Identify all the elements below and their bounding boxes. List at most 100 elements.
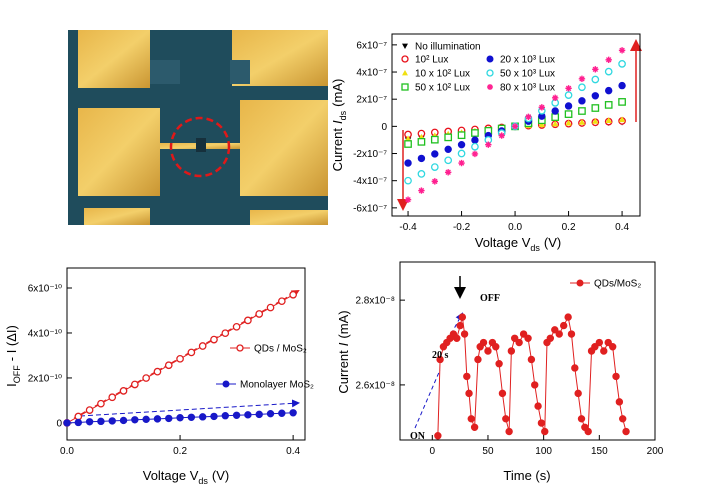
point [591, 75, 600, 84]
y-tick-label: 4x10⁻⁷ [356, 68, 387, 79]
legend-label: QDs / MoS₂ [254, 344, 307, 355]
label-part: Voltage V [143, 468, 199, 483]
legend-marker [401, 55, 409, 63]
x-axis-label: Voltage Vds (V) [475, 235, 562, 253]
point [142, 415, 150, 424]
point [417, 170, 426, 178]
point [531, 381, 539, 389]
point [551, 94, 559, 102]
point [592, 117, 599, 124]
label-part: OFF [12, 365, 22, 383]
point [604, 338, 612, 347]
point [564, 110, 573, 118]
point [578, 107, 586, 115]
point [618, 81, 626, 90]
point [578, 118, 586, 125]
point [564, 313, 572, 321]
point [97, 417, 105, 426]
point [119, 387, 128, 395]
point [541, 427, 549, 436]
legend-marker [487, 84, 493, 90]
point [511, 123, 519, 130]
x-tick-label: -0.4 [399, 222, 417, 233]
point [164, 361, 173, 370]
point [444, 133, 453, 142]
legend-marker [236, 344, 244, 352]
label-part: Current [336, 350, 351, 394]
y-axis-label: Current I (mA) [336, 310, 351, 393]
point [474, 355, 482, 364]
point [595, 338, 604, 347]
point [266, 409, 275, 418]
legend-marker [576, 279, 584, 287]
point [417, 154, 426, 163]
legend-marker [402, 70, 408, 76]
annotation: OFF [480, 293, 500, 304]
point [221, 412, 229, 420]
point [510, 334, 519, 342]
legend-marker [402, 43, 408, 49]
point [176, 414, 184, 422]
x-tick-label: 0.0 [60, 446, 74, 457]
point [471, 129, 479, 137]
point [618, 116, 626, 123]
point [604, 67, 613, 76]
point [565, 85, 572, 92]
point [559, 321, 568, 330]
label-part: I [330, 120, 345, 124]
point [555, 330, 563, 338]
point [457, 140, 466, 149]
point [244, 411, 252, 419]
point [277, 297, 286, 306]
y-axis-label: Current Ids (mA) [330, 79, 348, 172]
point [198, 342, 207, 350]
x-tick-label: 0.2 [173, 446, 187, 457]
point [463, 372, 471, 381]
label-part: ds [338, 110, 348, 120]
point [608, 343, 617, 351]
point [605, 117, 612, 123]
legend-marker [401, 83, 409, 91]
point [577, 415, 586, 423]
point [591, 104, 600, 112]
y-tick-label: 2x10⁻⁷ [356, 95, 387, 106]
point [534, 402, 542, 410]
point [618, 98, 626, 106]
legend-label: 50 x 10³ Lux [500, 69, 555, 80]
point [430, 135, 439, 144]
annotation: 20 s [432, 350, 449, 361]
y-axis-label: IOFF - I (ΔI) [4, 325, 22, 387]
point [444, 169, 452, 176]
legend-label: QDs/MoS₂ [594, 279, 641, 290]
point [578, 83, 586, 92]
point [176, 354, 184, 363]
point [430, 163, 439, 171]
point [600, 347, 608, 355]
point [457, 131, 466, 140]
point [289, 409, 297, 417]
point [484, 347, 492, 355]
label-part: I [336, 342, 351, 346]
plot-frame [66, 267, 306, 441]
point [565, 119, 572, 126]
x-tick-label: 50 [482, 446, 494, 457]
y-tick-label: 2x10⁻¹⁰ [28, 373, 62, 384]
legend-label: No illumination [415, 42, 481, 53]
point [431, 178, 439, 185]
point [153, 415, 162, 423]
point [592, 66, 599, 73]
point [551, 107, 559, 115]
point [578, 97, 586, 105]
legend-label: 10 x 10² Lux [415, 69, 470, 80]
point [551, 120, 559, 127]
point [470, 423, 479, 431]
point [591, 92, 600, 100]
label-part: (mA) [336, 310, 351, 338]
point [142, 374, 150, 382]
y-tick-label: 4x10⁻¹⁰ [28, 328, 62, 339]
point [187, 348, 196, 357]
point [187, 413, 196, 421]
y-tick-label: 2.6x10⁻⁸ [355, 380, 395, 391]
x-tick-label: 0.4 [615, 222, 629, 233]
point [507, 347, 516, 355]
